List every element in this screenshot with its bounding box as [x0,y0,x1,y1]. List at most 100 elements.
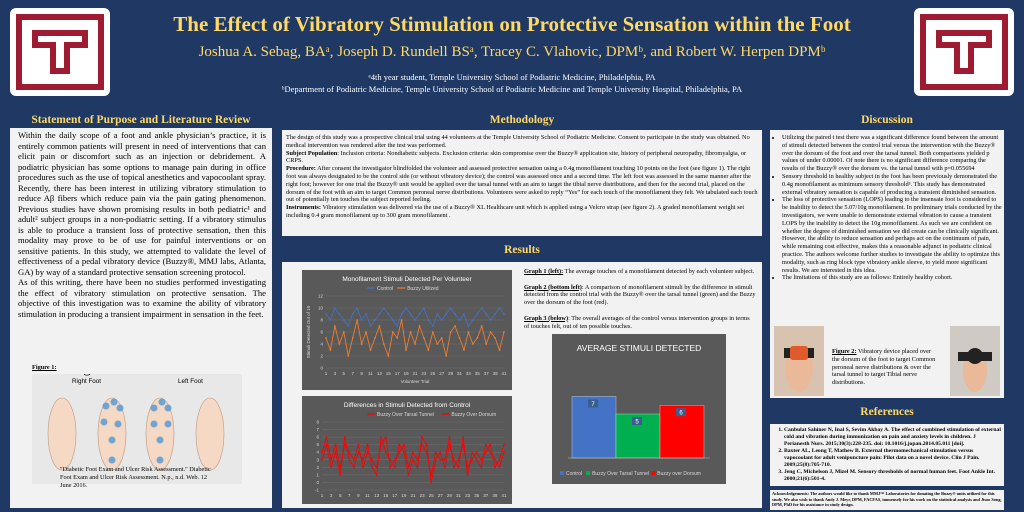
data-point [330,466,332,469]
purpose-heading: Statement of Purpose and Literature Revi… [10,110,272,130]
data-point [458,337,461,339]
x-tick-label: 11 [365,493,370,498]
graph-1-panel: Monofilament Stimuli Detected Per Volunt… [302,270,512,390]
data-point [342,319,345,321]
data-point [462,436,464,439]
data-point [463,349,465,351]
data-point [393,466,396,469]
x-tick-label: 11 [368,371,373,376]
data-point [389,458,392,461]
discussion-heading: Discussion [770,110,1004,130]
figure-2-text: Vibratory device placed over the dorsum … [832,348,936,387]
right-foot-label: Right Foot [68,374,137,376]
graph-1-caption: The average touches of a monofilament de… [563,268,755,275]
results-panel: Monofilament Stimuli Detected Per Volunt… [282,262,762,508]
data-point [396,337,399,339]
figure-1-caption: "Diabetic Foot Exam and Ulcer Risk Asses… [60,466,211,489]
figure-1-label: Figure 1: [32,364,57,371]
data-point [466,466,469,469]
data-point [348,458,351,461]
x-tick-label: 19 [404,371,410,376]
data-point [498,466,501,469]
data-point [480,458,483,461]
y-tick-label: 2 [320,354,323,359]
data-point [347,325,350,327]
x-tick-label: 33 [465,493,471,498]
data-point [431,325,434,327]
data-label: 5 [635,420,639,426]
x-tick-label: 1 [321,493,324,498]
data-point [439,458,442,461]
y-tick-label: 4 [316,450,319,455]
reference-item: Canbulat Sahiner N, Inal S, Sevim Akbay … [784,427,1002,448]
y-tick-label: 5 [316,442,319,447]
data-point [467,331,470,333]
data-point [357,451,360,454]
poster-title: The Effect of Vibratory Stimulation on P… [173,12,851,36]
data-point [325,443,328,446]
graph-captions: Graph 1 (left): The average touches of a… [524,268,756,338]
data-point [440,337,443,339]
data-point [480,325,483,327]
x-tick-label: 15 [386,371,392,376]
data-point [380,436,383,439]
data-point [418,313,421,315]
data-point [434,458,437,461]
data-point [430,473,433,476]
temple-logo-left [10,8,110,96]
legend-swatch [651,471,656,475]
purpose-column: Within the daily scope of a foot and ank… [10,128,272,508]
data-point [338,343,341,345]
data-point [503,451,505,454]
data-point [445,313,448,315]
discussion-panel: Utilizing the paired t test there was a … [770,130,1004,398]
purpose-paragraph-2: As of this writing, there have been no s… [18,277,266,319]
x-tick-label: 21 [410,493,416,498]
data-point [325,436,328,439]
data-point [448,443,451,446]
x-tick-label: 13 [374,493,380,498]
reference-item: Jeng C, Michelson J, Mizel M. Sensory th… [784,469,1002,483]
data-point [384,451,387,454]
data-point [352,458,355,461]
legend-entry: Buzzy Utilized [407,286,439,292]
data-point [431,331,434,333]
data-point [400,319,403,321]
data-point [347,355,350,357]
legend-entry: Control [377,286,393,292]
data-point [343,443,346,446]
data-point [366,451,369,454]
y-tick-label: 6 [316,435,319,440]
data-point [403,443,405,446]
data-point [425,451,428,454]
series-line [321,435,505,475]
chart-title: Monofilament Stimuli Detected Per Volunt… [342,276,472,283]
data-point [463,313,465,315]
legend-entry: Control [566,471,582,477]
procedure-text: After consent the investigator blindfold… [286,165,758,204]
acknowledgements-panel: Acknowledgements: The authors would like… [770,490,1004,510]
discussion-text: Utilizing the paired t test there was a … [772,134,1002,324]
data-point [503,331,505,333]
x-tick-label: 31 [457,371,463,376]
graph-1-label: Graph 1 (left): [524,268,564,275]
data-point [423,337,425,339]
data-point [480,307,483,309]
data-point [334,443,337,446]
x-tick-label: 21 [412,371,418,376]
data-point [476,313,479,315]
data-point [374,319,376,321]
data-point [356,307,359,309]
series-line [325,307,505,327]
x-tick-label: 29 [448,371,454,376]
x-tick-label: 25 [430,371,436,376]
data-point [494,466,496,469]
data-point [462,443,464,446]
x-tick-label: 27 [439,371,445,376]
y-tick-label: 2 [316,465,319,470]
data-point [427,349,430,351]
x-tick-label: 3 [330,493,333,498]
data-point [454,325,456,327]
chart-title: AVERAGE STIMULI DETECTED [577,343,702,353]
x-tick-label: 37 [484,371,490,376]
